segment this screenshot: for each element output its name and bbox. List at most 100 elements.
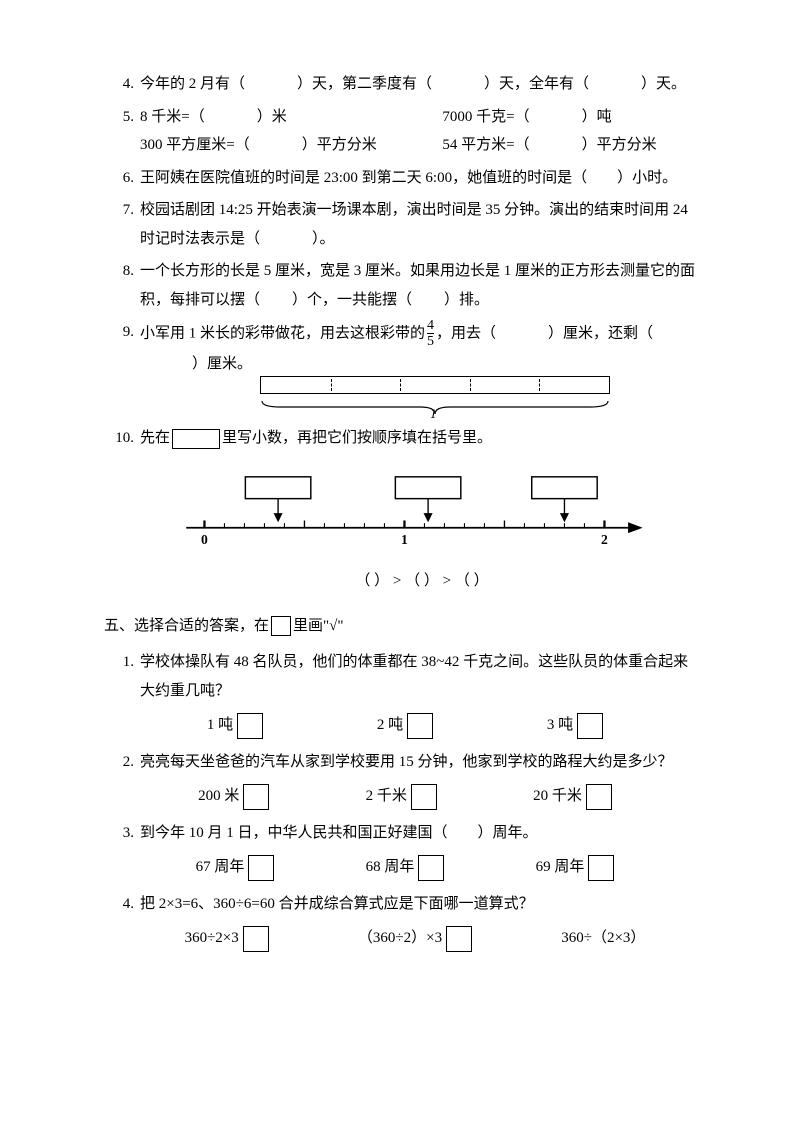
q5-l2a: 300 平方厘米=（	[140, 137, 250, 153]
s5q3-text-a: 到今年 10 月 1 日，中华人民共和国正好建国（	[140, 825, 448, 841]
choice-1[interactable]: 67 周年	[196, 853, 275, 882]
question-5: 5. 8 千米=（）米 7000 千克=（）吨 300 平方厘米=（）平方分米 …	[110, 103, 700, 160]
number-line-svg: 0 1 2	[144, 475, 674, 555]
s5q2-num: 2.	[110, 748, 140, 777]
checkbox-icon[interactable]	[418, 855, 444, 881]
q6-text-a: 王阿姨在医院值班的时间是 23:00 到第二天 6:00，她值班的时间是（	[140, 170, 587, 186]
choice-2[interactable]: 68 周年	[366, 853, 445, 882]
s5-question-4: 4. 把 2×3=6、360÷6=60 合并成综合算式应是下面哪一道算式？	[110, 890, 700, 919]
q9-text-c: ）厘米，还剩（	[548, 325, 653, 341]
s5q4-choices: 360÷2×3 （360÷2）×3 360÷（2×3）	[140, 924, 690, 953]
choice-3[interactable]: 69 周年	[536, 853, 615, 882]
s5q4-body: 把 2×3=6、360÷6=60 合并成综合算式应是下面哪一道算式？	[140, 890, 700, 919]
s5q3-num: 3.	[110, 819, 140, 848]
s5q1-num: 1.	[110, 648, 140, 705]
checkbox-icon[interactable]	[586, 784, 612, 810]
inline-box[interactable]	[172, 429, 220, 449]
q4-num: 4.	[110, 70, 140, 99]
q8-body: 一个长方形的长是 5 厘米，宽是 3 厘米。如果用边长是 1 厘米的正方形去测量…	[140, 257, 700, 314]
choice-2[interactable]: 2 吨	[377, 711, 433, 740]
q9-body: 小军用 1 米长的彩带做花，用去这根彩带的45，用去（ ）厘米，还剩（ ）厘米。	[140, 318, 700, 378]
q5-l2d: ）平方分米	[582, 137, 657, 153]
fraction-4-5: 45	[427, 318, 434, 350]
q8-num: 8.	[110, 257, 140, 314]
section-5-header: 五、选择合适的答案，在里画"√"	[104, 612, 700, 641]
q9-text-a: 小军用 1 米长的彩带做花，用去这根彩带的	[140, 325, 425, 341]
q7-text-b: ）。	[312, 231, 335, 247]
s5q1-body: 学校体操队有 48 名队员，他们的体重都在 38~42 千克之间。这些队员的体重…	[140, 648, 700, 705]
question-6: 6. 王阿姨在医院值班的时间是 23:00 到第二天 6:00，她值班的时间是（…	[110, 164, 700, 193]
tick-2: 2	[601, 532, 608, 547]
question-7: 7. 校园话剧团 14:25 开始表演一场课本剧，演出时间是 35 分钟。演出的…	[110, 196, 700, 253]
s5q1-choices: 1 吨 2 吨 3 吨	[150, 711, 660, 740]
tick-0: 0	[201, 532, 208, 547]
frac-den: 5	[427, 333, 434, 349]
checkbox-icon[interactable]	[243, 784, 269, 810]
s5q4-text: 把 2×3=6、360÷6=60 合并成综合算式应是下面哪一道算式？	[140, 896, 534, 912]
question-8: 8. 一个长方形的长是 5 厘米，宽是 3 厘米。如果用边长是 1 厘米的正方形…	[110, 257, 700, 314]
q8-text-c: ）排。	[444, 292, 489, 308]
q7-body: 校园话剧团 14:25 开始表演一场课本剧，演出时间是 35 分钟。演出的结束时…	[140, 196, 700, 253]
q9-text-d: ）厘米。	[192, 356, 252, 372]
q6-body: 王阿姨在医院值班的时间是 23:00 到第二天 6:00，她值班的时间是（ ）小时…	[140, 164, 700, 193]
choice-1[interactable]: 200 米	[198, 782, 269, 811]
s5-question-1: 1. 学校体操队有 48 名队员，他们的体重都在 38~42 千克之间。这些队员…	[110, 648, 700, 705]
q4-text-b: ）天，第二季度有（	[297, 76, 432, 92]
s5q4-num: 4.	[110, 890, 140, 919]
s5q3-choices: 67 周年 68 周年 69 周年	[150, 853, 660, 882]
question-10: 10. 先在 里写小数，再把它们按顺序填在括号里。	[110, 424, 700, 453]
section-box-icon	[271, 616, 291, 636]
checkbox-icon[interactable]	[446, 926, 472, 952]
q4-text-a: 今年的 2 月有（	[140, 76, 245, 92]
q4-body: 今年的 2 月有（）天，第二季度有（）天，全年有（）天。	[140, 70, 700, 99]
s5q2-text: 亮亮每天坐爸爸的汽车从家到学校要用 15 分钟，他家到学校的路程大约是多少？	[140, 754, 673, 770]
checkbox-icon[interactable]	[243, 926, 269, 952]
q9-num: 9.	[110, 318, 140, 378]
q8-text-a: 一个长方形的长是 5 厘米，宽是 3 厘米。如果用边长是 1 厘米的正方形去测量…	[140, 263, 695, 308]
s5q3-body: 到今年 10 月 1 日，中华人民共和国正好建国（ ）周年。	[140, 819, 700, 848]
q5-l1b: ）米	[257, 109, 287, 125]
question-9: 9. 小军用 1 米长的彩带做花，用去这根彩带的45，用去（ ）厘米，还剩（ ）厘米…	[110, 318, 700, 378]
number-line: 0 1 2 （ ） > （ ） > （ ）	[144, 475, 700, 596]
q8-text-b: ）个，一共能摆（	[292, 292, 412, 308]
choice-3[interactable]: 20 千米	[533, 782, 612, 811]
checkbox-icon[interactable]	[248, 855, 274, 881]
q5-l2b: ）平方分米	[302, 137, 377, 153]
compare-row: （ ） > （ ） > （ ）	[144, 567, 700, 596]
choice-1[interactable]: 360÷2×3	[185, 924, 269, 953]
checkbox-icon[interactable]	[411, 784, 437, 810]
checkbox-icon[interactable]	[407, 713, 433, 739]
choice-3[interactable]: 3 吨	[547, 711, 603, 740]
s5-header-b: 里画"√"	[293, 618, 343, 634]
q5-body: 8 千米=（）米 7000 千克=（）吨 300 平方厘米=（）平方分米 54 …	[140, 103, 700, 160]
q10-num: 10.	[110, 424, 140, 453]
s5-question-2: 2. 亮亮每天坐爸爸的汽车从家到学校要用 15 分钟，他家到学校的路程大约是多少…	[110, 748, 700, 777]
tick-1: 1	[401, 532, 408, 547]
frac-num: 4	[427, 318, 434, 333]
q5-num: 5.	[110, 103, 140, 160]
checkbox-icon[interactable]	[588, 855, 614, 881]
s5q2-body: 亮亮每天坐爸爸的汽车从家到学校要用 15 分钟，他家到学校的路程大约是多少？	[140, 748, 700, 777]
q4-text-d: ）天。	[641, 76, 686, 92]
s5q3-text-b: ）周年。	[478, 825, 538, 841]
ribbon-rect	[260, 376, 610, 394]
choice-3[interactable]: 360÷（2×3）	[561, 924, 645, 953]
q10-text-b: 里写小数，再把它们按顺序填在括号里。	[222, 430, 492, 446]
s5q1-text: 学校体操队有 48 名队员，他们的体重都在 38~42 千克之间。这些队员的体重…	[140, 654, 688, 699]
q10-body: 先在 里写小数，再把它们按顺序填在括号里。	[140, 424, 700, 453]
q7-text-a: 校园话剧团 14:25 开始表演一场课本剧，演出时间是 35 分钟。演出的结束时…	[140, 202, 688, 247]
q5-l1d: ）吨	[582, 109, 612, 125]
q6-text-b: ）小时。	[617, 170, 677, 186]
ribbon-label: 1	[430, 402, 437, 427]
q10-text-a: 先在	[140, 430, 170, 446]
choice-2[interactable]: 2 千米	[366, 782, 437, 811]
q9-text-b: ，用去（	[436, 325, 496, 341]
checkbox-icon[interactable]	[237, 713, 263, 739]
q5-l1a: 8 千米=（	[140, 109, 205, 125]
choice-2[interactable]: （360÷2）×3	[358, 924, 472, 953]
s5-question-3: 3. 到今年 10 月 1 日，中华人民共和国正好建国（ ）周年。	[110, 819, 700, 848]
question-4: 4. 今年的 2 月有（）天，第二季度有（）天，全年有（）天。	[110, 70, 700, 99]
q5-l2c: 54 平方米=（	[442, 137, 529, 153]
checkbox-icon[interactable]	[577, 713, 603, 739]
choice-1[interactable]: 1 吨	[207, 711, 263, 740]
